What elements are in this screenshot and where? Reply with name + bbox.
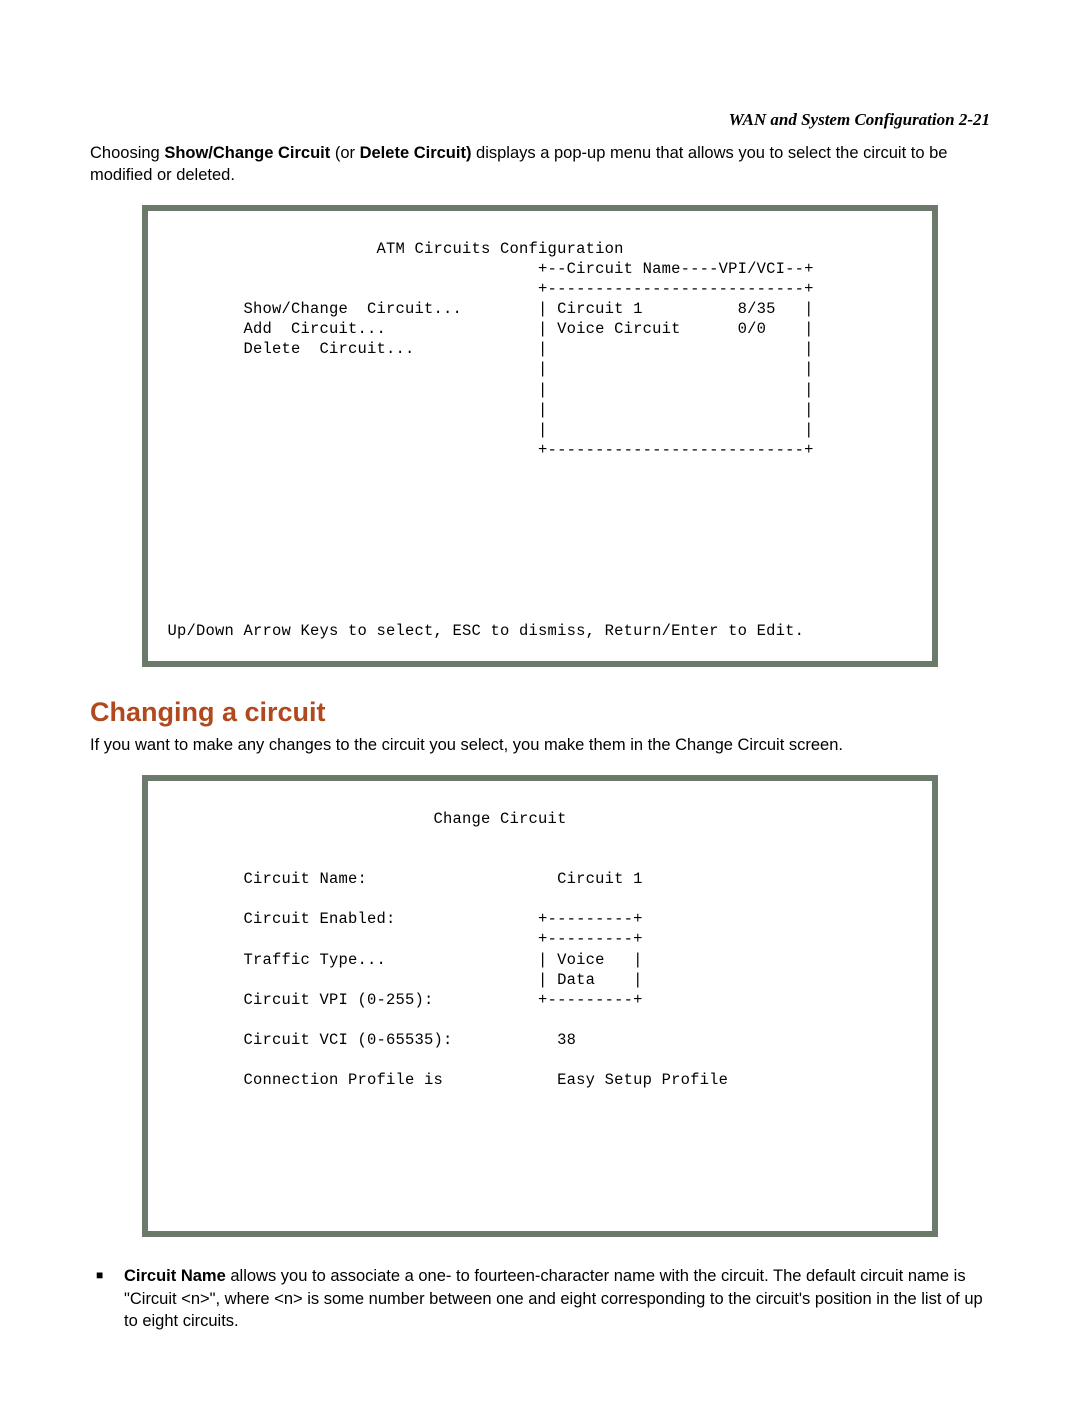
intro-paragraph: Choosing Show/Change Circuit (or Delete … [90,142,990,187]
change-circuit-terminal: Change Circuit Circuit Name: Circuit 1 C… [142,775,938,1238]
page-header: WAN and System Configuration 2-21 [90,110,990,130]
terminal1-content: ATM Circuits Configuration +--Circuit Na… [158,240,814,641]
section-intro: If you want to make any changes to the c… [90,734,990,756]
atm-circuits-terminal: ATM Circuits Configuration +--Circuit Na… [142,205,938,668]
section-heading-text: Changing a circuit [90,697,326,727]
intro-mid: (or [330,144,359,162]
section-intro-text: If you want to make any changes to the c… [90,736,843,754]
document-page: WAN and System Configuration 2-21 Choosi… [0,0,1080,1422]
terminal2-content: Change Circuit Circuit Name: Circuit 1 C… [158,810,728,1090]
bullet-item: Circuit Name allows you to associate a o… [124,1265,990,1332]
bullet-bold: Circuit Name [124,1267,226,1285]
intro-prefix: Choosing [90,144,164,162]
section-heading: Changing a circuit [90,697,990,728]
bullet-list: Circuit Name allows you to associate a o… [90,1265,990,1332]
bullet-rest: allows you to associate a one- to fourte… [124,1267,983,1330]
header-title: WAN and System Configuration 2-21 [729,110,990,129]
intro-bold-2: Delete Circuit) [360,144,472,162]
intro-bold-1: Show/Change Circuit [164,144,330,162]
